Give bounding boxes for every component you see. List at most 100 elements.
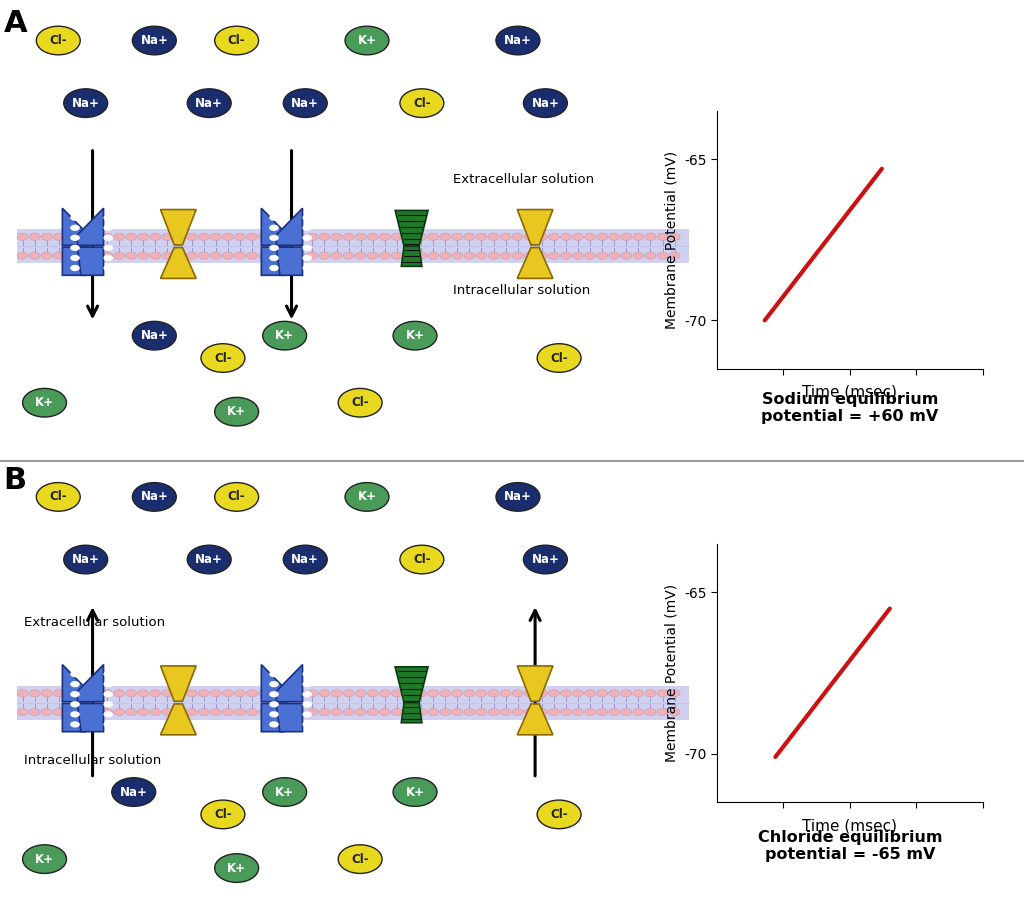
Circle shape <box>476 690 487 697</box>
Circle shape <box>210 252 221 259</box>
Circle shape <box>302 235 312 241</box>
Circle shape <box>23 388 67 417</box>
Circle shape <box>269 701 279 707</box>
Circle shape <box>464 690 475 697</box>
Circle shape <box>17 233 28 241</box>
Circle shape <box>174 233 185 241</box>
Circle shape <box>439 233 451 241</box>
Circle shape <box>319 708 330 715</box>
Circle shape <box>345 482 389 511</box>
Circle shape <box>537 252 547 259</box>
Circle shape <box>560 252 571 259</box>
Circle shape <box>162 708 173 715</box>
Circle shape <box>368 708 378 715</box>
Circle shape <box>215 26 259 54</box>
Circle shape <box>488 708 499 715</box>
Circle shape <box>138 252 148 259</box>
Circle shape <box>89 233 100 241</box>
Circle shape <box>295 233 306 241</box>
Circle shape <box>71 701 80 707</box>
Polygon shape <box>161 704 197 735</box>
Polygon shape <box>261 208 288 245</box>
Polygon shape <box>401 246 422 266</box>
Text: K+: K+ <box>227 861 246 875</box>
Circle shape <box>560 233 571 241</box>
Polygon shape <box>78 247 103 276</box>
Circle shape <box>669 252 680 259</box>
Circle shape <box>368 233 378 241</box>
Circle shape <box>379 252 390 259</box>
Text: K+: K+ <box>275 786 294 798</box>
Text: K+: K+ <box>406 786 425 798</box>
Circle shape <box>187 89 231 117</box>
Circle shape <box>186 233 198 241</box>
Circle shape <box>101 252 113 259</box>
Text: K+: K+ <box>35 396 54 409</box>
Circle shape <box>66 708 77 715</box>
Circle shape <box>150 708 161 715</box>
Text: K+: K+ <box>357 491 377 503</box>
Circle shape <box>379 233 390 241</box>
Circle shape <box>103 681 113 687</box>
Circle shape <box>572 252 584 259</box>
Circle shape <box>283 252 294 259</box>
Polygon shape <box>276 665 302 702</box>
Circle shape <box>302 215 312 221</box>
Circle shape <box>150 690 161 697</box>
Circle shape <box>247 233 257 241</box>
Polygon shape <box>161 666 197 702</box>
Circle shape <box>269 265 279 271</box>
Circle shape <box>41 233 52 241</box>
Text: Cl-: Cl- <box>214 808 231 821</box>
Circle shape <box>186 708 198 715</box>
Circle shape <box>343 708 354 715</box>
Circle shape <box>71 244 80 251</box>
Circle shape <box>269 244 279 251</box>
Circle shape <box>368 690 378 697</box>
Circle shape <box>302 692 312 697</box>
Text: Na+: Na+ <box>72 97 99 110</box>
Circle shape <box>331 252 342 259</box>
Circle shape <box>66 252 77 259</box>
Circle shape <box>597 233 607 241</box>
Polygon shape <box>62 247 88 276</box>
Circle shape <box>132 26 176 54</box>
Circle shape <box>428 252 438 259</box>
Polygon shape <box>62 208 88 245</box>
Circle shape <box>215 482 259 511</box>
Circle shape <box>512 708 523 715</box>
Circle shape <box>343 252 354 259</box>
Circle shape <box>53 690 65 697</box>
Circle shape <box>302 721 312 727</box>
Circle shape <box>36 482 80 511</box>
Polygon shape <box>276 247 302 276</box>
Circle shape <box>609 708 620 715</box>
Circle shape <box>476 233 487 241</box>
Circle shape <box>307 233 317 241</box>
Circle shape <box>234 233 246 241</box>
Circle shape <box>302 671 312 678</box>
Circle shape <box>234 708 246 715</box>
Text: Cl-: Cl- <box>413 97 431 110</box>
Circle shape <box>669 690 680 697</box>
Polygon shape <box>517 209 553 245</box>
Circle shape <box>597 252 607 259</box>
Circle shape <box>400 545 443 573</box>
Circle shape <box>138 690 148 697</box>
Circle shape <box>302 701 312 707</box>
Circle shape <box>295 690 306 697</box>
Circle shape <box>215 397 259 426</box>
Circle shape <box>307 708 317 715</box>
Circle shape <box>174 708 185 715</box>
Circle shape <box>645 252 656 259</box>
Text: K+: K+ <box>227 405 246 419</box>
Circle shape <box>512 690 523 697</box>
Circle shape <box>331 690 342 697</box>
Circle shape <box>355 690 367 697</box>
Circle shape <box>537 690 547 697</box>
Circle shape <box>597 690 607 697</box>
Circle shape <box>379 690 390 697</box>
Text: Na+: Na+ <box>120 786 147 798</box>
Y-axis label: Membrane Potential (mV): Membrane Potential (mV) <box>665 584 678 762</box>
Polygon shape <box>401 703 422 723</box>
